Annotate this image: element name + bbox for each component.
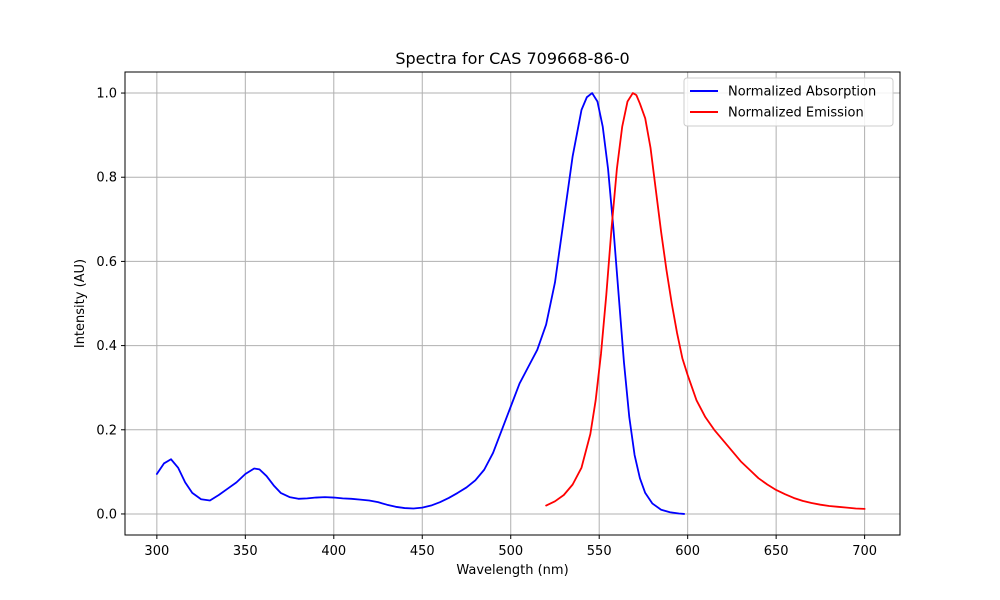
tick-layer: 300 350 400 450 500 550 600 650 700 0.0 0.2 0.4 0.6 0… (96, 87, 877, 559)
grid-layer (125, 72, 900, 535)
chart-title: Spectra for CAS 709668-86-0 (395, 49, 629, 68)
legend-label-emission: Normalized Emission (728, 106, 864, 121)
plot-frame (124, 71, 901, 536)
y-axis-title: Intensity (AU) (73, 259, 88, 348)
x-tick-label: 600 (675, 544, 700, 559)
legend-label-absorption: Normalized Absorption (728, 85, 876, 100)
legend: Normalized Absorption Normalized Emissio… (683, 77, 894, 127)
y-tick-label: 0.6 (96, 255, 117, 270)
emission-line (545, 92, 866, 510)
series-layer (155, 92, 866, 515)
y-tick-label: 0.8 (96, 171, 117, 186)
y-tick-label: 0.0 (96, 507, 117, 522)
x-tick-label: 300 (144, 544, 169, 559)
y-tick-label: 1.0 (96, 87, 117, 102)
x-tick-label: 450 (410, 544, 435, 559)
x-tick-label: 500 (498, 544, 523, 559)
x-tick-label: 550 (587, 544, 612, 559)
x-tick-label: 700 (852, 544, 877, 559)
legend-box (683, 77, 894, 127)
x-tick-label: 350 (233, 544, 258, 559)
x-tick-label: 650 (764, 544, 789, 559)
x-axis-title: Wavelength (nm) (456, 563, 568, 578)
x-tick-label: 400 (321, 544, 346, 559)
y-tick-label: 0.2 (96, 423, 117, 438)
y-tick-label: 0.4 (96, 339, 117, 354)
